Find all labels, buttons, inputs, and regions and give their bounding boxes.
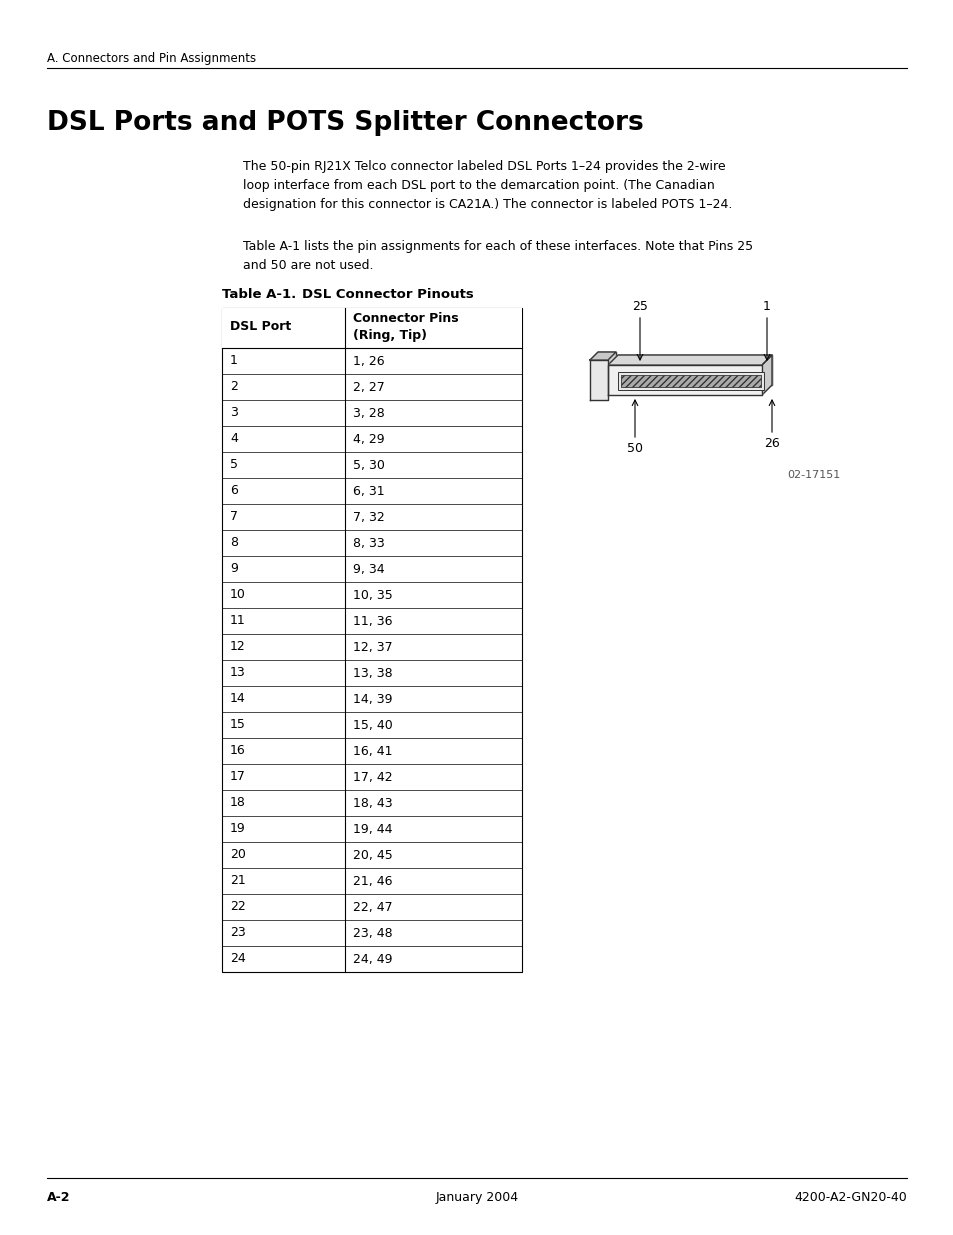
Text: 11, 36: 11, 36 [353, 615, 392, 627]
Text: 17, 42: 17, 42 [353, 771, 393, 783]
Text: 9: 9 [230, 562, 237, 576]
Text: 24: 24 [230, 952, 246, 966]
Bar [620, 375, 760, 387]
Text: 6: 6 [230, 484, 237, 498]
Text: 11: 11 [230, 615, 246, 627]
Text: 12, 37: 12, 37 [353, 641, 393, 653]
Text: 4: 4 [230, 432, 237, 446]
Text: 9, 34: 9, 34 [353, 562, 384, 576]
Text: 21: 21 [230, 874, 246, 888]
Text: 19, 44: 19, 44 [353, 823, 392, 836]
Polygon shape [589, 352, 616, 359]
Text: DSL Port: DSL Port [230, 321, 291, 333]
Text: 17: 17 [230, 771, 246, 783]
Text: Connector Pins
(Ring, Tip): Connector Pins (Ring, Tip) [353, 312, 458, 342]
Text: Table A-1.: Table A-1. [222, 288, 296, 301]
Text: 10, 35: 10, 35 [353, 589, 393, 601]
Text: 5, 30: 5, 30 [353, 458, 384, 472]
Text: A. Connectors and Pin Assignments: A. Connectors and Pin Assignments [47, 52, 255, 65]
Text: The 50-pin RJ21X Telco connector labeled DSL Ports 1–24 provides the 2-wire
loop: The 50-pin RJ21X Telco connector labeled… [243, 161, 732, 211]
Text: 50: 50 [626, 442, 642, 454]
Polygon shape [618, 354, 771, 385]
Text: 16, 41: 16, 41 [353, 745, 392, 757]
Text: 14, 39: 14, 39 [353, 693, 392, 705]
Text: 3: 3 [230, 406, 237, 420]
Text: 18: 18 [230, 797, 246, 809]
Text: 19: 19 [230, 823, 246, 836]
Text: 16: 16 [230, 745, 246, 757]
Text: 23: 23 [230, 926, 246, 940]
Text: 1: 1 [762, 300, 770, 312]
Text: 5: 5 [230, 458, 237, 472]
Text: 4, 29: 4, 29 [353, 432, 384, 446]
Text: Table A-1 lists the pin assignments for each of these interfaces. Note that Pins: Table A-1 lists the pin assignments for … [243, 240, 752, 272]
Text: 4200-A2-GN20-40: 4200-A2-GN20-40 [794, 1191, 906, 1204]
Polygon shape [589, 359, 607, 400]
Text: January 2004: January 2004 [435, 1191, 518, 1204]
Polygon shape [607, 354, 771, 366]
Polygon shape [761, 354, 771, 395]
Text: 2, 27: 2, 27 [353, 380, 384, 394]
Text: 6, 31: 6, 31 [353, 484, 384, 498]
Text: 7: 7 [230, 510, 237, 524]
Text: 1, 26: 1, 26 [353, 354, 384, 368]
Text: 21, 46: 21, 46 [353, 874, 392, 888]
Bar [222, 308, 521, 972]
Text: DSL Connector Pinouts: DSL Connector Pinouts [302, 288, 474, 301]
Text: 23, 48: 23, 48 [353, 926, 393, 940]
Text: 20: 20 [230, 848, 246, 862]
Text: 15, 40: 15, 40 [353, 719, 393, 731]
Text: 15: 15 [230, 719, 246, 731]
Text: 8, 33: 8, 33 [353, 536, 384, 550]
Bar [618, 372, 763, 390]
Bar [222, 308, 521, 348]
Polygon shape [607, 366, 761, 395]
Text: 13, 38: 13, 38 [353, 667, 393, 679]
Polygon shape [598, 352, 616, 391]
Text: 22: 22 [230, 900, 246, 914]
Text: 1: 1 [230, 354, 237, 368]
Text: 3, 28: 3, 28 [353, 406, 384, 420]
Text: 20, 45: 20, 45 [353, 848, 393, 862]
Text: 22, 47: 22, 47 [353, 900, 393, 914]
Text: 24, 49: 24, 49 [353, 952, 392, 966]
Text: 18, 43: 18, 43 [353, 797, 393, 809]
Bar [620, 375, 760, 387]
Text: 13: 13 [230, 667, 246, 679]
Text: 02-17151: 02-17151 [786, 471, 840, 480]
Text: 2: 2 [230, 380, 237, 394]
Text: 14: 14 [230, 693, 246, 705]
Text: 8: 8 [230, 536, 237, 550]
Text: 7, 32: 7, 32 [353, 510, 384, 524]
Text: 10: 10 [230, 589, 246, 601]
Text: A-2: A-2 [47, 1191, 71, 1204]
Text: 26: 26 [763, 437, 779, 450]
Text: 25: 25 [632, 300, 647, 312]
Text: DSL Ports and POTS Splitter Connectors: DSL Ports and POTS Splitter Connectors [47, 110, 643, 136]
Text: 12: 12 [230, 641, 246, 653]
